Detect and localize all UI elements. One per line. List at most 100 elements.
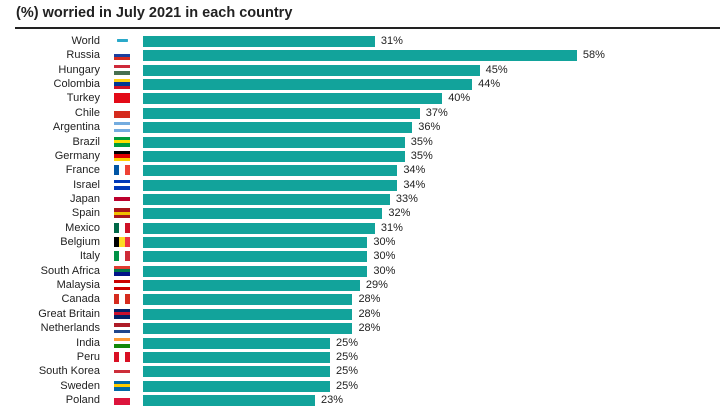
value-label: 30% — [373, 264, 396, 277]
value-label: 25% — [336, 336, 359, 349]
value-label: 23% — [321, 394, 344, 406]
bar-row: Colombia 44% — [0, 77, 720, 91]
bar — [143, 294, 353, 306]
bar-row: Mexico 31% — [0, 221, 720, 235]
flag-icon — [114, 337, 130, 348]
bar-row: Brazil 35% — [0, 135, 720, 149]
value-label: 28% — [358, 322, 381, 335]
category-label: Mexico — [65, 221, 100, 234]
bar — [143, 265, 368, 277]
bar — [143, 165, 398, 177]
flag-icon — [114, 395, 130, 405]
value-label: 25% — [336, 379, 359, 392]
category-label: Sweden — [60, 379, 100, 392]
flag-icon — [114, 323, 130, 334]
flag-icon — [114, 79, 130, 90]
flag-icon — [114, 237, 130, 248]
category-label: Peru — [76, 350, 100, 363]
value-label: 36% — [418, 121, 441, 134]
bar — [143, 251, 368, 263]
flag-icon — [114, 308, 130, 319]
flag-icon — [114, 294, 130, 305]
value-label: 28% — [358, 293, 381, 306]
flag-icon — [114, 150, 130, 161]
value-label: 34% — [403, 164, 426, 177]
flag-icon — [114, 265, 130, 276]
category-label: Argentina — [52, 121, 100, 134]
bar — [143, 237, 368, 249]
flag-icon — [117, 35, 128, 46]
value-label: 40% — [448, 92, 471, 105]
flag-icon — [114, 179, 130, 190]
category-label: Israel — [73, 178, 100, 191]
flag-icon — [114, 222, 130, 233]
flag-icon — [114, 380, 130, 391]
bar — [143, 93, 443, 105]
bar — [143, 50, 577, 62]
bar — [143, 280, 360, 292]
bar — [143, 107, 420, 119]
value-label: 25% — [336, 365, 359, 378]
bar-row: Japan 33% — [0, 192, 720, 206]
category-label: Belgium — [60, 236, 100, 249]
bar-row: Sweden 25% — [0, 379, 720, 393]
category-label: France — [65, 164, 100, 177]
value-label: 29% — [365, 279, 388, 292]
category-label: World — [71, 35, 100, 47]
bar — [143, 308, 353, 320]
category-label: Turkey — [66, 92, 100, 105]
value-label: 35% — [410, 135, 433, 148]
bar — [143, 323, 353, 335]
category-label: Poland — [65, 394, 100, 406]
bar — [143, 179, 398, 191]
bar-row: Belgium 30% — [0, 235, 720, 249]
bar — [143, 351, 330, 363]
category-label: Italy — [79, 250, 100, 263]
category-label: Malaysia — [56, 279, 100, 292]
value-label: 25% — [336, 350, 359, 363]
bar — [143, 193, 390, 205]
bar — [143, 380, 330, 392]
category-label: Hungary — [58, 63, 100, 76]
category-label: Canada — [61, 293, 100, 306]
bar-row: Poland 23% — [0, 393, 720, 407]
category-label: Germany — [54, 149, 100, 162]
bar — [143, 222, 375, 234]
bar-row: Germany 35% — [0, 149, 720, 163]
flag-icon — [114, 208, 130, 219]
flag-icon — [114, 122, 130, 133]
bar-row: Canada 28% — [0, 292, 720, 306]
value-label: 33% — [395, 192, 418, 205]
bar-row: Great Britain 28% — [0, 307, 720, 321]
bar-row: World 31% — [0, 34, 720, 48]
bar-row: Chile 37% — [0, 106, 720, 120]
value-label: 45% — [485, 63, 508, 76]
category-label: Chile — [74, 106, 100, 119]
flag-icon — [114, 50, 130, 61]
flag-icon — [114, 280, 130, 291]
category-label: Brazil — [72, 135, 100, 148]
bar-row: Netherlands 28% — [0, 321, 720, 335]
bar — [143, 36, 375, 47]
bar-row: Russia 58% — [0, 48, 720, 62]
value-label: 35% — [410, 149, 433, 162]
value-label: 34% — [403, 178, 426, 191]
bar-row: Italy 30% — [0, 249, 720, 263]
flag-icon — [114, 351, 130, 362]
bar-row: France 34% — [0, 163, 720, 177]
category-label: India — [76, 336, 100, 349]
bar-row: Hungary 45% — [0, 63, 720, 77]
bar-row: South Africa 30% — [0, 264, 720, 278]
bar-row: Argentina 36% — [0, 120, 720, 134]
flag-icon — [114, 366, 130, 377]
bar — [143, 150, 405, 162]
value-label: 31% — [380, 35, 403, 47]
bar-row: Peru 25% — [0, 350, 720, 364]
category-label: Japan — [70, 192, 100, 205]
chart-title: (%) worried in July 2021 in each country — [16, 5, 293, 21]
bar-row: Malaysia 29% — [0, 278, 720, 292]
bar — [143, 122, 413, 134]
bar-row: India 25% — [0, 336, 720, 350]
bar — [143, 208, 383, 220]
value-label: 30% — [373, 236, 396, 249]
